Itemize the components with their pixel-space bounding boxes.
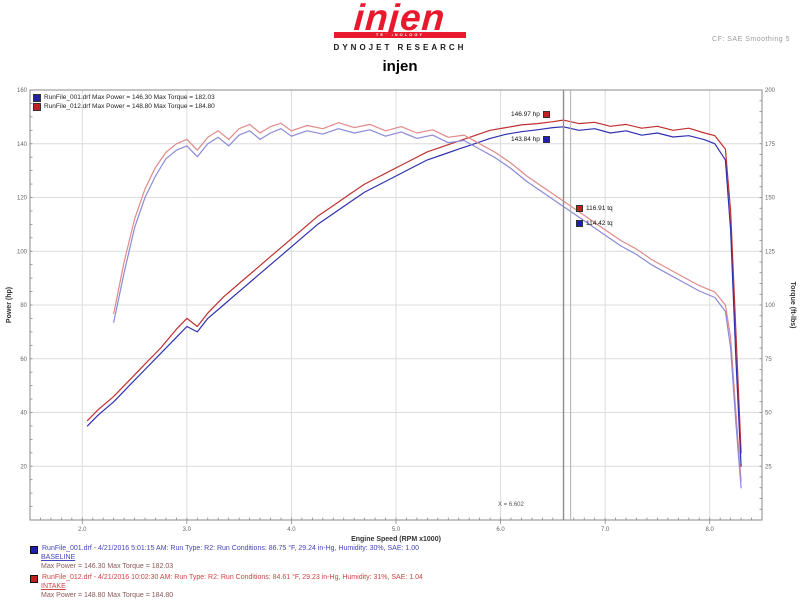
svg-text:75: 75	[765, 357, 772, 363]
legend-text-intake: RunFile_012.drf Max Power = 148.80 Max T…	[44, 103, 215, 110]
legend-text-baseline: RunFile_001.drf Max Power = 146.30 Max T…	[44, 94, 215, 101]
cursor-torque-value-baseline: 114.42 tq	[586, 220, 613, 227]
cursor-x-readout: X = 6.602	[498, 502, 524, 508]
cursor-power-value-baseline: 143.84 hp	[511, 136, 540, 143]
svg-text:150: 150	[765, 196, 776, 202]
svg-text:25: 25	[765, 464, 772, 470]
right-axis-title: Torque (ft-lbs)	[789, 282, 796, 329]
cursor-power-tag-intake: 146.97 hp	[511, 111, 550, 118]
svg-text:40: 40	[20, 411, 27, 417]
svg-text:8.0: 8.0	[706, 527, 715, 533]
curve-power-0	[86, 119, 742, 454]
svg-text:175: 175	[765, 142, 776, 148]
svg-text:4.0: 4.0	[287, 527, 296, 533]
svg-text:20: 20	[20, 464, 27, 470]
svg-text:80: 80	[20, 303, 27, 309]
svg-text:140: 140	[17, 142, 28, 148]
svg-text:160: 160	[17, 88, 28, 94]
axis-titles: Engine Speed (RPM x1000) Power (hp) Torque…	[6, 282, 796, 543]
report-header: injen TECHNOLOGY DYNOJET RESEARCH injen	[0, 0, 800, 75]
dyno-curves	[86, 119, 742, 489]
curve-torque-2	[113, 122, 742, 482]
run-label-baseline: BASELINE	[41, 554, 76, 561]
svg-text:120: 120	[17, 196, 28, 202]
x-axis-title: Engine Speed (RPM x1000)	[351, 536, 441, 543]
svg-text:6.0: 6.0	[496, 527, 505, 533]
run-max-baseline: Max Power = 146.30 Max Torque = 182.03	[41, 562, 174, 570]
run-details-baseline: RunFile_001.drf - 4/21/2016 5:01:15 AM: …	[30, 545, 775, 571]
cursor-power-tag-baseline: 143.84 hp	[511, 136, 550, 143]
svg-text:5.0: 5.0	[392, 527, 401, 533]
cursor-torque-tag-baseline: 114.42 tq	[576, 220, 613, 227]
svg-text:60: 60	[20, 357, 27, 363]
cursor-torque-tag-intake: 116.91 tq	[576, 205, 613, 212]
left-axis-title: Power (hp)	[6, 287, 13, 323]
run-details-footer: RunFile_001.drf - 4/21/2016 5:01:15 AM: …	[30, 545, 775, 603]
chart-title: injen	[382, 58, 418, 75]
svg-text:100: 100	[17, 249, 28, 255]
correction-smoothing-label: CF: SAE Smoothing 5	[712, 36, 790, 43]
marker-square-red	[542, 111, 550, 118]
marker-square-blue	[576, 220, 583, 227]
svg-text:7.0: 7.0	[601, 527, 610, 533]
legend-row-intake: RunFile_012.drf Max Power = 148.80 Max T…	[33, 102, 215, 111]
run-info-baseline: RunFile_001.drf - 4/21/2016 5:01:15 AM: …	[42, 545, 419, 552]
tick-labels: 2.0 3.0 4.0 5.0 6.0 7.0 8.0 20 40 60 80 100 120 140 16…	[17, 88, 776, 533]
legend-row-baseline: RunFile_001.drf Max Power = 146.30 Max T…	[33, 93, 215, 102]
svg-text:2.0: 2.0	[78, 527, 87, 533]
svg-text:200: 200	[765, 88, 776, 94]
cursor-power-value-intake: 146.97 hp	[511, 111, 540, 118]
run-label-intake: INTAKE	[41, 583, 66, 590]
svg-text:50: 50	[765, 411, 772, 417]
run-swatch-red	[30, 575, 38, 583]
marker-square-blue	[542, 136, 550, 143]
svg-text:125: 125	[765, 249, 776, 255]
injen-logo-banner: TECHNOLOGY	[334, 32, 466, 38]
run-swatch-blue	[30, 546, 38, 554]
svg-text:100: 100	[765, 303, 776, 309]
curve-power-1	[86, 126, 742, 467]
run-info-intake: RunFile_012.drf - 4/21/2016 10:02:30 AM:…	[42, 574, 423, 581]
legend-swatch-red	[33, 102, 41, 111]
curve-torque-3	[113, 128, 742, 489]
svg-text:3.0: 3.0	[183, 527, 192, 533]
run-details-intake: RunFile_012.drf - 4/21/2016 10:02:30 AM:…	[30, 574, 775, 600]
cursor-torque-value-intake: 116.91 tq	[586, 205, 613, 212]
chart-legend: RunFile_001.drf Max Power = 146.30 Max T…	[33, 93, 215, 111]
legend-swatch-blue	[33, 93, 41, 102]
grid-lines	[30, 89, 762, 520]
run-max-intake: Max Power = 148.80 Max Torque = 184.80	[41, 591, 174, 599]
marker-square-red	[576, 205, 583, 212]
dynojet-research-label: DYNOJET RESEARCH	[333, 43, 467, 52]
